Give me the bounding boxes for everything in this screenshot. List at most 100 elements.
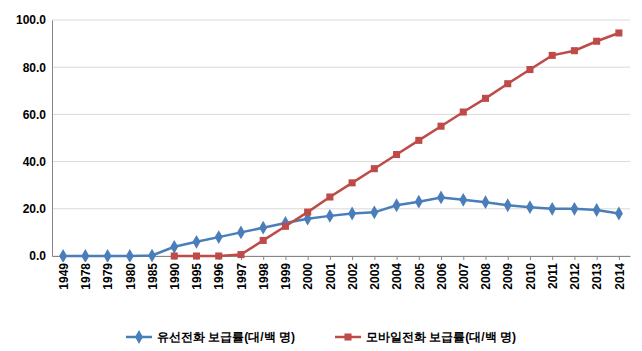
y-tick: 20.0: [23, 202, 52, 216]
point: [59, 249, 67, 262]
point: [459, 193, 467, 207]
legend-label: 유선전화 보급률(대/백 명): [157, 330, 295, 344]
x-tick-mark: [330, 256, 331, 260]
x-tick-label: 2008: [479, 263, 493, 290]
x-tick: 2008: [479, 256, 493, 290]
plot: 0.020.040.060.080.0100.01949197819791980…: [16, 13, 631, 289]
x-tick-label: 2011: [546, 263, 560, 289]
x-tick-mark: [441, 256, 442, 260]
point: [326, 193, 333, 200]
chart: 0.020.040.060.080.0100.01949197819791980…: [0, 0, 642, 351]
point: [281, 216, 289, 230]
x-tick-label: 1996: [212, 263, 226, 290]
x-tick-label: 2004: [390, 263, 404, 290]
x-tick-label: 2013: [590, 263, 604, 290]
point: [260, 237, 267, 244]
point: [415, 137, 422, 144]
x-tick-label: 2000: [301, 263, 315, 290]
point: [370, 205, 378, 219]
point: [349, 179, 356, 186]
point: [215, 230, 223, 244]
series-line: [174, 33, 619, 256]
y-axis: 0.0 20.0 40.0 60.0 80.0 100.0: [16, 13, 53, 263]
point: [348, 207, 356, 221]
point: [237, 225, 245, 239]
point: [304, 209, 311, 216]
x-tick: 2001: [324, 256, 338, 290]
grid-line: [52, 67, 630, 68]
y-tick-label: 0.0: [29, 249, 46, 263]
x-tick: 1997: [235, 256, 249, 290]
x-tick: 2006: [435, 256, 449, 290]
point: [615, 29, 622, 36]
x-tick: 2002: [346, 256, 360, 290]
x-tick-mark: [397, 256, 398, 260]
x-tick-label: 2014: [613, 263, 627, 290]
point: [282, 223, 289, 230]
x-tick-label: 2010: [524, 263, 538, 290]
x-tick-mark: [352, 256, 353, 260]
x-tick-label: 1978: [79, 263, 93, 290]
x-tick-label: 2012: [568, 263, 582, 290]
x-tick: 1995: [190, 256, 204, 290]
x-axis: 1949197819791980198519901995199619971998…: [53, 256, 631, 290]
x-tick: 2003: [368, 256, 382, 290]
x-tick-mark: [552, 256, 553, 260]
legend: 유선전화 보급률(대/백 명) 모바일전화 보급률(대/백 명): [126, 330, 516, 344]
point: [126, 249, 134, 262]
series-line: [63, 197, 619, 256]
y-tick: 80.0: [23, 61, 52, 75]
x-tick: 2013: [590, 256, 604, 290]
y-tick: 60.0: [23, 108, 52, 122]
y-tick: 40.0: [23, 155, 52, 169]
legend-label: 모바일전화 보급률(대/백 명): [366, 330, 516, 344]
point: [438, 123, 445, 130]
x-tick-label: 2007: [457, 263, 471, 290]
point: [504, 80, 511, 87]
x-tick-label: 2005: [413, 263, 427, 290]
point: [526, 200, 534, 214]
x-tick: 1996: [212, 256, 226, 290]
x-tick: 2007: [457, 256, 471, 290]
x-tick: 1990: [168, 256, 182, 290]
x-tick-label: 2009: [501, 263, 515, 290]
x-tick-label: 1980: [124, 263, 138, 290]
x-tick: 2011: [546, 256, 560, 289]
x-tick-mark: [463, 256, 464, 260]
x-tick-mark: [574, 256, 575, 260]
x-tick: 2012: [568, 256, 582, 290]
point: [393, 151, 400, 158]
x-tick: 1998: [257, 256, 271, 290]
x-tick: 2000: [301, 256, 315, 290]
y-tick: 0.0: [29, 249, 52, 263]
point: [615, 207, 623, 221]
legend-item: 유선전화 보급률(대/백 명): [126, 330, 295, 344]
point: [526, 66, 533, 73]
point: [171, 252, 178, 259]
x-tick-mark: [285, 256, 286, 260]
point: [215, 252, 222, 259]
x-tick-mark: [486, 256, 487, 260]
point: [504, 198, 512, 212]
point: [259, 221, 267, 235]
x-tick-mark: [308, 256, 309, 260]
point: [393, 198, 401, 212]
x-tick-label: 2003: [368, 263, 382, 290]
x-tick-label: 1997: [235, 263, 249, 290]
x-tick-mark: [619, 256, 620, 260]
point: [437, 191, 445, 205]
x-tick-mark: [263, 256, 264, 260]
x-tick: 2010: [524, 256, 538, 290]
point: [571, 47, 578, 54]
x-tick-label: 1949: [57, 263, 71, 290]
y-tick-label: 60.0: [23, 108, 47, 122]
x-tick-label: 1990: [168, 263, 182, 290]
point: [237, 251, 244, 258]
grid: [52, 20, 630, 256]
grid-line: [52, 114, 630, 115]
point: [593, 38, 600, 45]
point: [482, 195, 490, 209]
y-tick-label: 80.0: [23, 61, 47, 75]
y-tick-label: 100.0: [16, 13, 46, 27]
x-tick: 2009: [501, 256, 515, 290]
